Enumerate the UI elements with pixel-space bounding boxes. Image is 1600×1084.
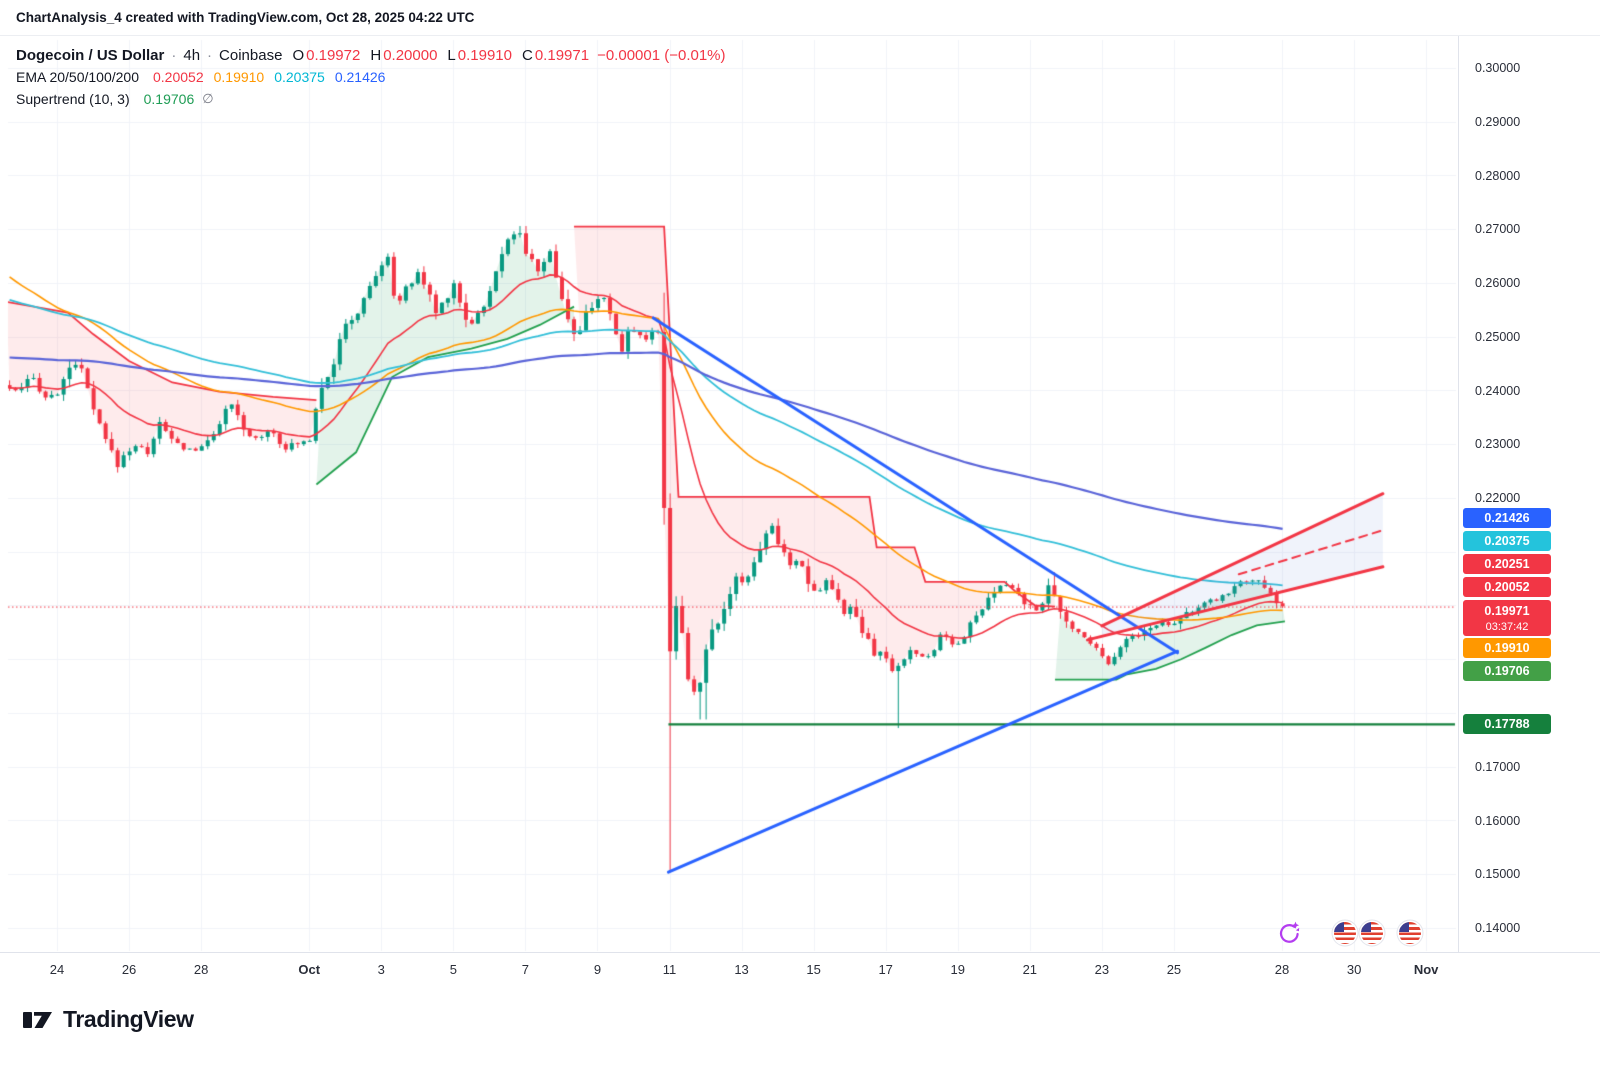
x-axis-tick: 21	[1022, 962, 1038, 977]
open-label: O	[292, 46, 305, 64]
y-axis-tick: 0.26000	[1475, 276, 1521, 290]
badge-price-label: 0.20251	[1484, 556, 1530, 571]
close-label: C	[522, 46, 533, 64]
channel-price-badge: 0.20251	[1463, 553, 1551, 574]
x-axis-tick: 11	[662, 962, 677, 977]
y-axis-tick: 0.14000	[1475, 921, 1521, 935]
badge-price-label: 0.19910	[1484, 640, 1530, 655]
y-axis-tick: 0.27000	[1475, 222, 1521, 237]
ema200-value: 0.21426	[334, 69, 386, 85]
current-price-badge: 0.19971 03:37:42	[1463, 599, 1551, 636]
badge-price-label: 0.21426	[1484, 510, 1530, 525]
supertrend-value: 0.19706	[143, 91, 195, 107]
us-flag-event-icon[interactable]	[1398, 922, 1421, 944]
ema100-value: 0.20375	[274, 69, 325, 85]
x-axis-tick: 15	[806, 962, 821, 977]
chart-legend: Dogecoin / US Dollar · 4h · Coinbase O 0.…	[16, 44, 726, 110]
flag-canton	[1398, 922, 1409, 932]
x-axis-tick: Nov	[1413, 962, 1439, 977]
ema-legend-row[interactable]: EMA 20/50/100/200 0.20052 0.19910 0.2037…	[16, 66, 726, 88]
y-axis-tick: 0.23000	[1475, 437, 1521, 452]
x-axis-tick: 5	[449, 962, 457, 977]
ema-indicator-label: EMA 20/50/100/200	[16, 69, 139, 85]
x-axis-tick: 23	[1094, 962, 1110, 977]
tradingview-logo-icon	[23, 1011, 52, 1028]
badge-price-label: 0.17788	[1484, 716, 1530, 731]
high-value: 0.20000	[383, 46, 438, 64]
chart-title: ChartAnalysis_4 created with TradingView…	[16, 10, 475, 25]
low-value: 0.19910	[457, 46, 512, 64]
y-axis-tick: 0.28000	[1475, 168, 1521, 183]
tradingview-logo[interactable]: TradingView	[22, 1006, 194, 1033]
symbol-legend-row[interactable]: Dogecoin / US Dollar · 4h · Coinbase O 0.…	[16, 44, 726, 66]
close-value: 0.19971	[534, 46, 590, 64]
low-label: L	[447, 46, 456, 64]
symbol-name: Dogecoin / US Dollar	[16, 46, 165, 64]
y-axis-tick: 0.29000	[1475, 114, 1521, 129]
x-axis-tick: 9	[593, 962, 602, 977]
x-axis-tick: 26	[121, 962, 137, 977]
sparkle-refresh-icon-svg	[1280, 921, 1300, 943]
tradingview-wordmark: TradingView	[63, 1006, 194, 1032]
x-axis-tick: 25	[1166, 962, 1182, 977]
exchange-label: Coinbase	[219, 46, 283, 64]
x-axis-tick: 3	[377, 962, 385, 977]
badge-price-label: 0.20052	[1484, 579, 1530, 594]
interval-label: 4h	[183, 46, 201, 64]
y-axis-tick: 0.25000	[1475, 329, 1521, 344]
ema20-value: 0.20052	[153, 69, 204, 85]
y-axis-tick: 0.17000	[1475, 759, 1521, 774]
x-axis-tick: Oct	[298, 962, 321, 977]
x-axis-tick: 30	[1346, 962, 1362, 977]
y-axis-tick: 0.15000	[1475, 867, 1521, 882]
change-value: −0.00001 (−0.01%)	[597, 46, 726, 64]
footer-bar: TradingView	[0, 986, 1600, 1084]
high-label: H	[370, 46, 382, 64]
x-axis-tick: 24	[49, 962, 65, 977]
separator-dot: ·	[171, 46, 177, 64]
price-axis[interactable]: 0.30000 0.29000 0.28000 0.27000 0.26000 0.250…	[1458, 36, 1600, 952]
support-price-badge: 0.17788	[1463, 713, 1551, 734]
sparkle-refresh-icon[interactable]	[1276, 920, 1302, 946]
flag-canton	[1334, 922, 1345, 932]
badge-price-label: 0.20375	[1484, 533, 1530, 548]
x-axis-tick: 19	[950, 962, 965, 977]
open-value: 0.19972	[306, 46, 361, 64]
x-axis-tick: 28	[193, 962, 209, 977]
chart-title-bar: ChartAnalysis_4 created with TradingView…	[0, 0, 1600, 36]
ema200-price-badge: 0.21426	[1463, 507, 1551, 528]
badge-price-label: 0.19706	[1484, 663, 1530, 678]
us-flag-event-icon[interactable]	[1361, 922, 1384, 944]
separator-dot: ·	[207, 46, 213, 64]
y-axis-tick: 0.22000	[1475, 491, 1521, 505]
supertrend-legend-row[interactable]: Supertrend (10, 3) 0.19706 ∅	[16, 88, 726, 110]
empty-set-icon: ∅	[202, 91, 214, 106]
supertrend-indicator-label: Supertrend (10, 3)	[16, 91, 130, 107]
ema50-price-badge: 0.19910	[1463, 637, 1551, 658]
badge-countdown-label: 03:37:42	[1485, 620, 1529, 633]
time-axis[interactable]: 24 26 28 Oct 3 5 7 9 11 13 15 17 19 21 23 25 28 30 Nov	[0, 952, 1600, 986]
y-axis-tick: 0.24000	[1475, 383, 1521, 398]
ema20-price-badge: 0.20052	[1463, 576, 1551, 597]
us-flag-event-icon[interactable]	[1334, 922, 1357, 944]
x-axis-tick: 13	[734, 962, 749, 977]
y-axis-tick: 0.16000	[1475, 813, 1521, 828]
x-axis-tick: 17	[878, 962, 893, 977]
x-axis-tick: 7	[521, 962, 529, 977]
flag-canton	[1361, 922, 1372, 932]
y-axis-tick: 0.30000	[1475, 61, 1521, 75]
badge-price-label: 0.19971	[1484, 603, 1530, 618]
x-axis-tick: 28	[1274, 962, 1290, 977]
supertrend-price-badge: 0.19706	[1463, 660, 1551, 681]
ema100-price-badge: 0.20375	[1463, 530, 1551, 551]
ema50-value: 0.19910	[213, 69, 265, 85]
